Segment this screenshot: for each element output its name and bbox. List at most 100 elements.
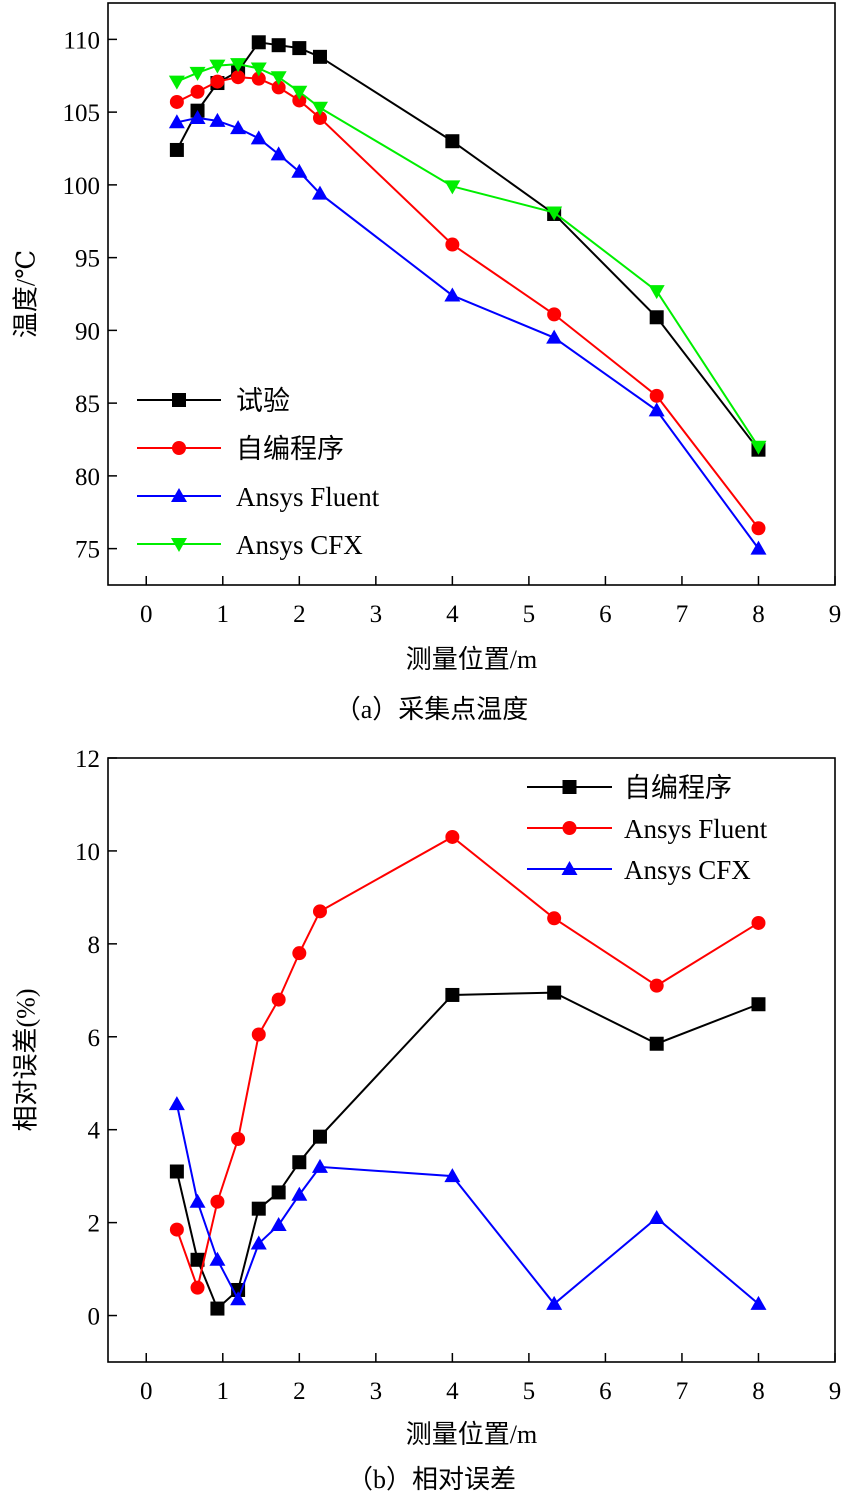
data-point (312, 110, 327, 125)
x-tick-label: 7 (676, 1378, 689, 1405)
data-point (312, 49, 327, 64)
y-tick-label: 95 (75, 246, 100, 273)
legend-label: Ansys CFX (236, 530, 363, 560)
data-point (445, 987, 460, 1002)
data-point (546, 329, 563, 344)
y-tick-label: 4 (88, 1118, 101, 1145)
legend-label: 试验 (236, 386, 290, 416)
legend-marker (562, 780, 577, 794)
data-point (231, 1131, 246, 1146)
x-tick-label: 8 (752, 1378, 765, 1405)
data-point (751, 915, 766, 930)
series-0 (169, 985, 766, 1316)
x-tick-label: 7 (676, 601, 689, 628)
x-tick-label: 4 (446, 1378, 459, 1405)
data-point (250, 62, 267, 77)
data-point (750, 540, 767, 555)
y-tick-label: 2 (88, 1211, 101, 1238)
data-point (251, 1201, 266, 1216)
data-point (547, 985, 562, 1000)
data-point (311, 185, 328, 200)
data-point (251, 71, 266, 86)
y-axis-label: 相对误差(%) (12, 989, 41, 1132)
data-point (271, 38, 286, 53)
x-tick-label: 3 (370, 1378, 383, 1405)
x-tick-label: 0 (140, 1378, 153, 1405)
y-tick-label: 75 (75, 537, 100, 564)
legend-marker (171, 488, 187, 502)
x-tick-label: 4 (446, 601, 459, 628)
y-tick-label: 105 (63, 100, 101, 127)
data-point (231, 70, 246, 85)
legend-marker (171, 538, 187, 552)
series-3 (168, 58, 767, 455)
data-point (648, 402, 665, 417)
data-point (291, 1186, 308, 1201)
x-tick-label: 1 (217, 1378, 230, 1405)
x-tick-label: 5 (523, 1378, 536, 1405)
data-point (312, 1129, 327, 1144)
data-point (445, 829, 460, 844)
data-point (750, 440, 767, 455)
y-tick-label: 85 (75, 391, 100, 418)
data-point (189, 1193, 206, 1208)
data-point (751, 521, 766, 536)
series-1 (169, 829, 766, 1295)
data-point (189, 109, 206, 124)
series-2 (168, 109, 767, 555)
data-point (230, 1291, 247, 1306)
chart-relative-error: 0 1 2 3 4 5 6 7 8 9024681012测量位置/m相对误差(%)（b）相对误差自… (12, 746, 842, 1494)
figure-caption: （a）采集点温度 (335, 695, 529, 724)
x-tick-label: 6 (599, 601, 612, 628)
legend-marker (172, 441, 186, 455)
data-point (251, 1027, 266, 1042)
x-tick-label: 1 (217, 601, 230, 628)
legend-marker (172, 393, 186, 407)
figure-caption: （b）相对误差 (347, 1465, 516, 1494)
data-point (169, 1222, 184, 1237)
x-tick-label: 5 (523, 601, 536, 628)
data-point (649, 310, 664, 325)
data-point (271, 1185, 286, 1200)
data-point (190, 1252, 205, 1267)
x-tick-label: 6 (599, 1378, 612, 1405)
y-tick-label: 80 (75, 464, 100, 491)
series-line (175, 991, 759, 1311)
x-tick-label: 2 (293, 1378, 306, 1405)
data-point (444, 1168, 461, 1183)
x-tick-label: 3 (370, 601, 383, 628)
series-line (175, 835, 759, 1292)
plot-frame (107, 2, 836, 586)
data-point (210, 74, 225, 89)
legend: 自编程序 Ansys Fluent Ansys CFX (527, 773, 768, 885)
chart-temperature: 0 1 2 3 4 5 6 7 8 9 75 80 85 90 95 100 105 110 测量位置/m 温度/℃ （… (12, 2, 842, 724)
x-tick-label: 8 (752, 601, 765, 628)
data-point (168, 1096, 185, 1111)
data-point (649, 1036, 664, 1051)
data-point (270, 1216, 287, 1231)
data-point (649, 978, 664, 993)
x-axis-label: 测量位置/m (406, 645, 537, 674)
data-point (311, 1158, 328, 1173)
data-point (251, 35, 266, 50)
y-axis-label: 温度/℃ (12, 250, 41, 338)
data-point (291, 85, 308, 100)
data-point (648, 1209, 665, 1224)
data-point (270, 146, 287, 161)
series-1 (169, 70, 766, 536)
x-tick-label: 9 (829, 601, 842, 628)
data-point (271, 80, 286, 95)
data-point (445, 237, 460, 252)
data-point (230, 120, 247, 135)
series-line (175, 1103, 760, 1306)
data-point (751, 997, 766, 1012)
plot-frame (107, 757, 836, 1363)
y-tick-label: 0 (88, 1304, 101, 1331)
data-point (271, 992, 286, 1007)
data-point (190, 84, 205, 99)
data-point (250, 130, 267, 145)
legend-label: Ansys CFX (624, 855, 751, 885)
data-point (168, 75, 185, 90)
data-point (190, 1280, 205, 1295)
y-tick-label: 100 (63, 173, 101, 200)
